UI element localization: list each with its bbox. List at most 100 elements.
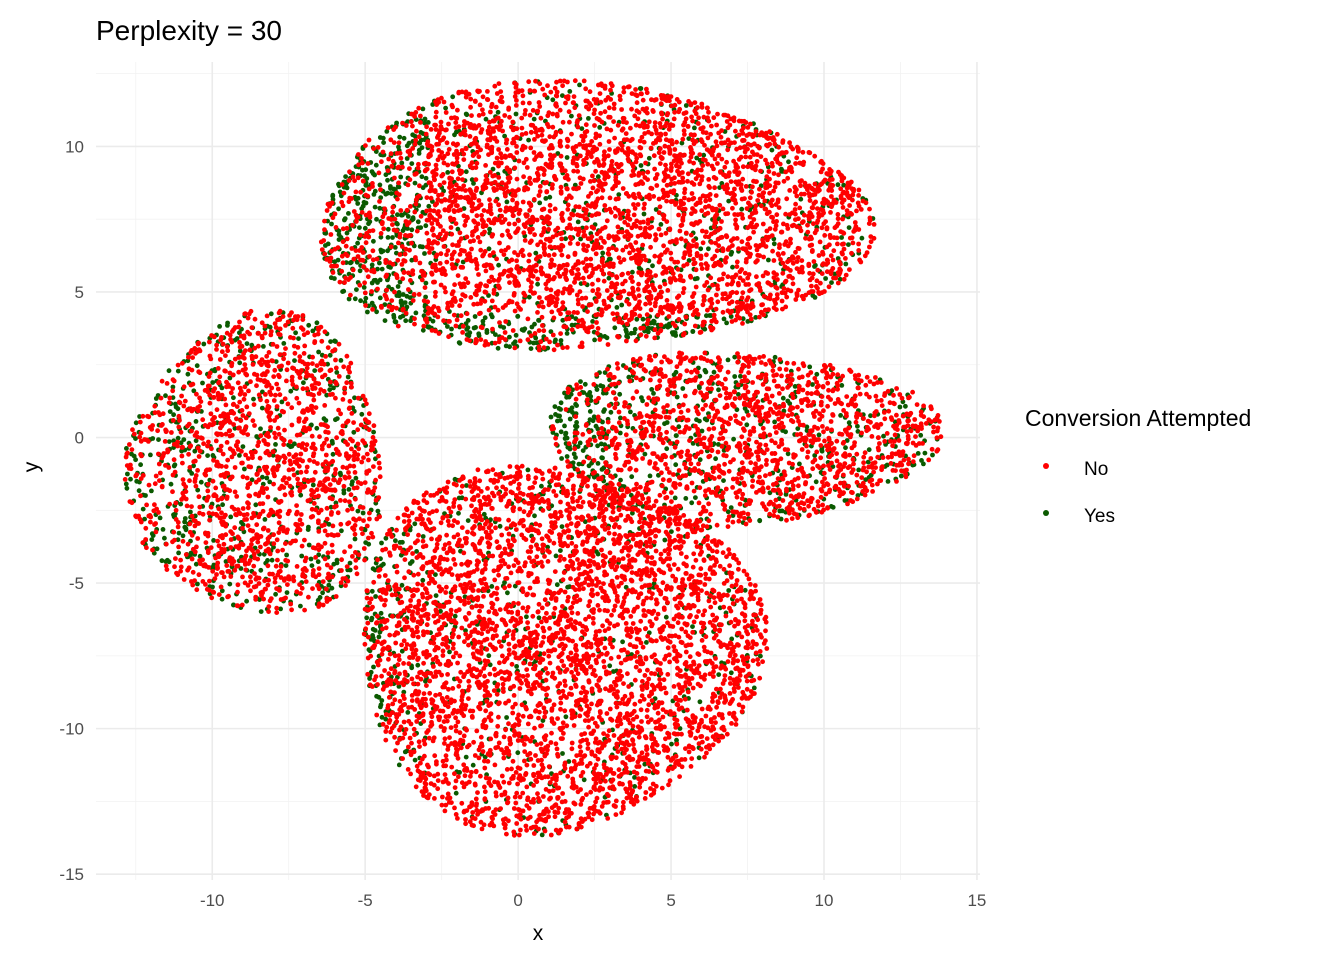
point-no-4582 — [641, 206, 647, 211]
point-yes-1784 — [565, 584, 570, 590]
point-no-4427 — [560, 119, 566, 125]
point-yes-1264 — [175, 368, 181, 374]
point-no-4849 — [423, 168, 428, 174]
point-no-4185 — [583, 295, 589, 301]
point-no-2718 — [595, 330, 600, 336]
point-yes-33 — [374, 309, 379, 315]
point-no-4395 — [774, 307, 779, 312]
point-yes-2378 — [863, 477, 869, 482]
point-no-3953 — [582, 160, 588, 166]
point-no-4513 — [480, 253, 485, 259]
point-yes-1164 — [227, 581, 233, 587]
point-no-4966 — [781, 221, 786, 227]
point-no-4613 — [480, 111, 486, 117]
point-yes-1681 — [378, 610, 384, 616]
point-no-2940 — [739, 196, 745, 202]
point-yes-367 — [686, 136, 692, 142]
point-yes-2299 — [742, 406, 748, 411]
point-yes-603 — [409, 161, 415, 167]
point-no-4074 — [839, 178, 845, 184]
point-no-4068 — [548, 143, 554, 149]
point-no-4505 — [533, 256, 539, 262]
point-no-4209 — [340, 203, 346, 209]
point-no-4730 — [532, 88, 538, 94]
point-no-3749 — [474, 283, 480, 289]
point-no-4775 — [356, 162, 361, 168]
point-yes-637 — [344, 230, 350, 236]
point-yes-1098 — [175, 435, 181, 441]
point-yes-917 — [363, 295, 369, 301]
point-yes-324 — [336, 232, 342, 238]
point-no-3603 — [811, 259, 817, 264]
point-no-3340 — [754, 159, 760, 164]
point-yes-1986 — [405, 710, 411, 715]
point-no-4968 — [548, 152, 553, 158]
point-no-4575 — [507, 298, 512, 304]
point-yes-1757 — [376, 634, 382, 640]
point-no-4105 — [457, 252, 463, 257]
point-yes-2415 — [671, 372, 677, 378]
point-no-2863 — [460, 177, 465, 183]
point-yes-621 — [360, 167, 365, 173]
point-no-4442 — [485, 89, 490, 94]
point-no-4830 — [594, 157, 600, 162]
point-no-4893 — [327, 259, 333, 264]
point-no-4872 — [838, 193, 844, 199]
point-yes-2428 — [819, 448, 825, 454]
point-no-4735 — [867, 206, 872, 212]
point-yes-436 — [469, 177, 475, 183]
point-no-4156 — [743, 282, 749, 287]
point-no-4633 — [552, 275, 557, 280]
point-no-4500 — [535, 242, 540, 248]
point-no-4038 — [793, 161, 798, 166]
point-no-4882 — [624, 321, 630, 327]
point-yes-2280 — [694, 417, 699, 423]
point-no-4184 — [737, 315, 743, 321]
point-no-3204 — [379, 221, 385, 227]
point-yes-11 — [543, 196, 549, 201]
point-no-3090 — [594, 97, 600, 103]
point-no-3473 — [358, 189, 363, 195]
point-no-3439 — [678, 236, 684, 242]
point-yes-1024 — [353, 475, 359, 481]
point-no-4632 — [584, 129, 590, 134]
point-yes-2272 — [618, 477, 623, 483]
point-yes-2056 — [683, 496, 689, 501]
point-no-4841 — [599, 245, 604, 250]
point-no-4836 — [535, 109, 540, 114]
point-yes-1190 — [125, 471, 130, 477]
point-yes-2159 — [591, 474, 597, 480]
point-yes-961 — [382, 318, 388, 323]
point-no-4810 — [724, 159, 729, 165]
point-no-2932 — [337, 279, 343, 285]
point-yes-768 — [352, 296, 358, 302]
point-yes-519 — [373, 162, 379, 168]
point-no-3982 — [697, 330, 703, 335]
point-no-4678 — [470, 194, 476, 200]
point-no-4426 — [565, 79, 570, 85]
point-no-4580 — [720, 296, 726, 302]
point-yes-865 — [771, 241, 777, 247]
point-no-3005 — [758, 168, 763, 174]
point-yes-1126 — [362, 527, 368, 533]
point-no-4337 — [667, 226, 673, 232]
point-no-2950 — [677, 228, 683, 234]
point-no-3468 — [743, 259, 749, 265]
point-no-4531 — [629, 309, 635, 315]
point-no-2860 — [564, 345, 570, 350]
point-yes-775 — [410, 216, 416, 222]
point-no-3441 — [705, 161, 711, 167]
point-no-4654 — [601, 157, 607, 163]
point-yes-144 — [392, 245, 398, 250]
point-no-4636 — [739, 239, 745, 245]
point-yes-740 — [513, 332, 519, 338]
point-no-3212 — [680, 136, 686, 142]
point-no-4800 — [800, 149, 806, 155]
point-yes-723 — [558, 338, 564, 343]
point-yes-1235 — [301, 380, 306, 386]
point-yes-1676 — [512, 583, 518, 589]
point-no-4778 — [564, 186, 570, 191]
point-yes-2356 — [744, 422, 750, 428]
point-yes-1933 — [399, 648, 405, 654]
point-no-4721 — [502, 330, 508, 335]
